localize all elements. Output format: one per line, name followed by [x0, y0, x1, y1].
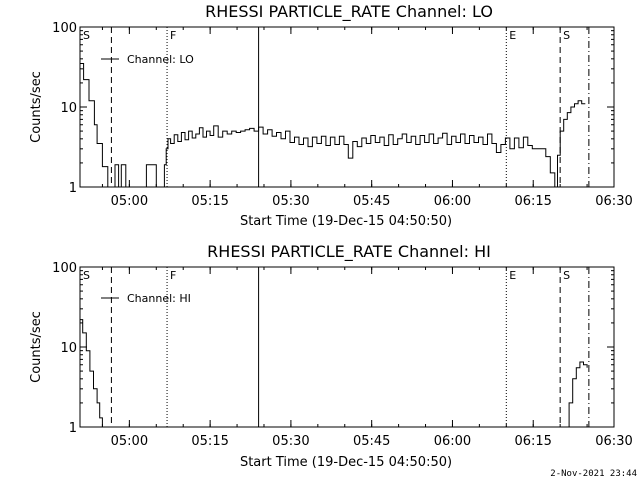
axis-ticks: 05:00 05:15 05:30 05:45 06:00 06:15 06:30 1 10 10…	[52, 21, 633, 209]
event-marker-label: S	[83, 269, 90, 282]
event-marker-label: S	[83, 29, 90, 42]
axis-ticks: 05:00 05:15 05:30 05:45 06:00 06:15 06:30 1 10 10…	[52, 261, 633, 449]
series-line	[80, 63, 586, 188]
y-tick-label: 1	[69, 181, 77, 196]
y-axis-label: Counts/sec	[29, 311, 44, 383]
y-axis-label: Counts/sec	[29, 71, 44, 143]
x-tick-label: 06:00	[434, 194, 471, 209]
x-tick-label: 05:30	[272, 434, 309, 449]
generation-date: 2-Nov-2021 23:44	[550, 469, 637, 479]
x-axis-label: Start Time (19-Dec-15 04:50:50)	[240, 455, 452, 470]
event-marker-label: S	[563, 29, 570, 42]
event-marker-label: F	[170, 29, 176, 42]
y-tick-label: 10	[60, 101, 77, 116]
y-tick-label: 100	[52, 21, 77, 36]
x-tick-label: 05:00	[111, 434, 148, 449]
chart-title: RHESSI PARTICLE_RATE Channel: LO	[205, 2, 493, 22]
x-tick-label: 05:45	[353, 434, 390, 449]
x-tick-label: 06:15	[514, 194, 551, 209]
x-tick-label: 05:45	[353, 194, 390, 209]
event-marker-label: F	[170, 269, 176, 282]
x-tick-label: 05:15	[191, 434, 228, 449]
x-tick-label: 05:00	[111, 194, 148, 209]
x-tick-label: 06:00	[434, 434, 471, 449]
y-tick-label: 1	[69, 421, 77, 436]
event-marker-label: S	[563, 269, 570, 282]
y-tick-label: 10	[60, 341, 77, 356]
panel-hi: RHESSI PARTICLE_RATE Channel: HI Counts/…	[29, 242, 633, 470]
x-tick-label: 06:30	[595, 434, 632, 449]
legend: Channel: HI	[101, 292, 191, 305]
plot-frame	[79, 266, 615, 428]
chart-title: RHESSI PARTICLE_RATE Channel: HI	[207, 242, 491, 262]
legend-label: Channel: HI	[127, 292, 191, 305]
y-tick-label: 100	[52, 261, 77, 276]
plot-frame	[79, 26, 615, 188]
event-marker-label: E	[509, 269, 516, 282]
x-tick-label: 06:30	[595, 194, 632, 209]
panel-lo: RHESSI PARTICLE_RATE Channel: LO Counts/…	[29, 2, 633, 229]
series-group	[80, 319, 588, 428]
x-tick-label: 05:30	[272, 194, 309, 209]
series-line	[80, 319, 588, 428]
legend-label: Channel: LO	[127, 53, 194, 66]
x-tick-label: 05:15	[191, 194, 228, 209]
event-marker-label: E	[509, 29, 516, 42]
legend: Channel: LO	[101, 53, 194, 66]
series-group	[80, 63, 586, 188]
x-axis-label: Start Time (19-Dec-15 04:50:50)	[240, 214, 452, 229]
x-tick-label: 06:15	[514, 434, 551, 449]
